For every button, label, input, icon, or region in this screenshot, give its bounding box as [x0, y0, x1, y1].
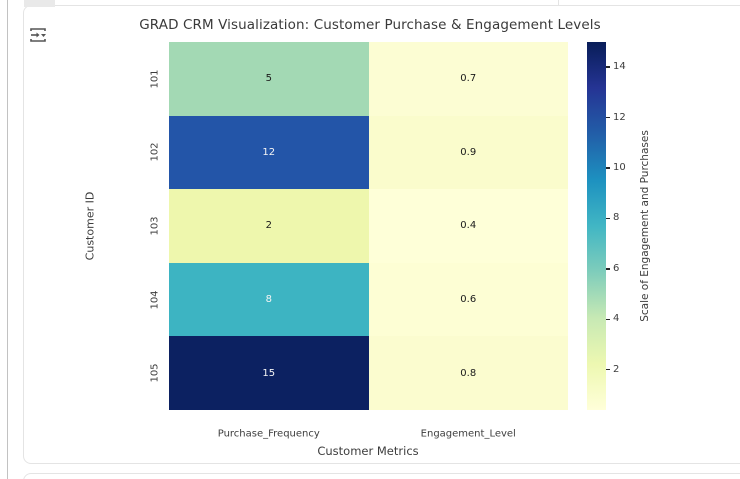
colorbar-tick-mark — [606, 116, 610, 119]
heatmap-cell: 2 — [169, 189, 369, 263]
colorbar-tick-label: 8 — [613, 212, 620, 224]
y-tick-label: 101 — [149, 69, 161, 89]
heatmap-cell: 0.6 — [368, 262, 568, 337]
colorbar — [587, 42, 606, 410]
colorbar-tick-mark — [606, 66, 610, 68]
heatmap-cell: 0.8 — [368, 336, 568, 410]
heatmap-cell: 12 — [169, 115, 369, 190]
colorbar-tick-label: 12 — [613, 111, 626, 123]
heatmap-grid: 5 0.7 12 0.9 2 0.4 8 0.6 15 0.8 — [169, 42, 568, 410]
colorbar-tick-mark — [606, 217, 610, 220]
y-axis-label: Customer ID — [83, 191, 97, 261]
page-left-rule — [7, 0, 8, 479]
colorbar-tick-label: 10 — [613, 162, 626, 174]
heatmap-cell: 15 — [169, 336, 369, 410]
y-tick-label: 105 — [149, 363, 161, 383]
y-tick-label: 103 — [149, 216, 161, 236]
y-tick-label: 102 — [149, 142, 161, 162]
card-divider — [558, 0, 559, 5]
heatmap-cell: 0.4 — [368, 189, 568, 263]
colorbar-tick-label: 14 — [613, 61, 626, 73]
next-card — [23, 473, 740, 479]
chart-title: GRAD CRM Visualization: Customer Purchas… — [139, 17, 601, 33]
scrollbar-thumb[interactable] — [24, 0, 55, 7]
colorbar-tick-label: 2 — [613, 363, 620, 375]
x-tick-label: Engagement_Level — [420, 428, 516, 440]
colorbar-tick-mark — [606, 167, 610, 169]
colorbar-tick-label: 6 — [613, 262, 620, 274]
heatmap-cell: 8 — [169, 262, 369, 337]
colorbar-label: Scale of Engagement and Purchases — [639, 130, 651, 322]
colorbar-tick-mark — [606, 368, 610, 371]
colorbar-tick-mark — [606, 318, 610, 320]
heatmap-cell: 0.7 — [368, 42, 568, 116]
x-axis-label: Customer Metrics — [317, 444, 419, 458]
colorbar-tick-label: 4 — [613, 313, 620, 325]
heatmap-cell: 5 — [169, 42, 369, 116]
y-tick-label: 104 — [149, 290, 161, 310]
heatmap-cell: 0.9 — [368, 115, 568, 190]
move-cell-arrow-icon[interactable] — [28, 25, 48, 45]
x-tick-label: Purchase_Frequency — [217, 428, 320, 440]
colorbar-tick-mark — [606, 268, 610, 270]
